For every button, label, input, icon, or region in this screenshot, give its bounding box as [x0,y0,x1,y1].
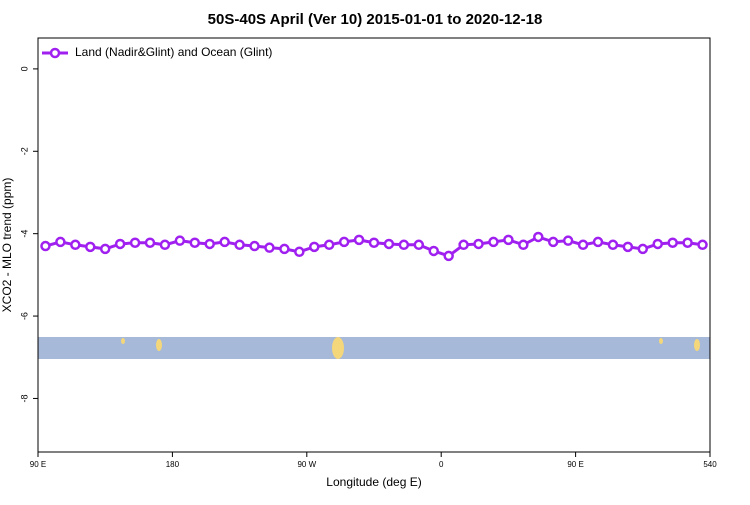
data-point [144,237,156,248]
data-point [338,236,350,248]
plot-frame [37,37,711,453]
data-point [174,235,186,246]
chart-title: 50S-40S April (Ver 10) 2015-01-01 to 202… [208,11,543,28]
data-point [114,238,126,250]
data-point [622,241,634,253]
data-point [398,239,410,251]
data-point [533,231,544,243]
data-point [85,241,96,253]
y-axis-label: XCO2 - MLO trend (ppm) [0,178,14,313]
x-axis-label: Longitude (deg E) [326,475,421,489]
data-point [697,239,708,251]
data-point [323,239,335,251]
data-point [503,234,514,246]
data-point [667,237,678,248]
data-point [473,238,484,250]
x-tick-label: 0 [439,460,444,469]
data-point [488,236,499,248]
data-point [70,239,81,251]
data-point [219,236,230,248]
x-tick-label: 90 E [30,460,46,469]
data-point [129,237,141,248]
y-tick-label: -4 [19,230,29,238]
data-point [592,236,604,248]
data-point [547,236,559,248]
data-point [204,238,215,250]
data-point [55,236,66,248]
data-point [368,237,380,248]
y-tick-label: -8 [19,394,29,402]
y-tick-label: 0 [19,66,29,71]
x-tick-label: 90 W [297,460,316,469]
data-point [294,246,305,258]
data-point [234,239,245,251]
data-point [458,239,469,251]
data-point [353,234,365,246]
data-point [264,242,275,253]
data-point [518,239,529,251]
data-point [99,243,111,255]
x-tick-label: 90 E [567,460,583,469]
data-point [577,239,589,251]
data-point [607,239,619,251]
y-tick-label: -2 [19,147,29,155]
x-tick-label: 540 [703,460,717,469]
data-point [159,239,171,251]
data-point [413,239,425,251]
data-point [40,240,51,252]
data-point [637,243,649,255]
data-point [309,241,320,253]
land-ocean-strip [38,337,710,359]
legend-label: Land (Nadir&Glint) and Ocean (Glint) [75,45,272,59]
data-point [443,250,454,262]
x-tick-label: 180 [166,460,180,469]
legend-marker [49,47,61,59]
data-point [682,237,693,248]
y-tick-label: -6 [19,312,29,320]
data-point [249,240,260,252]
data-point [383,238,395,250]
data-point [279,243,290,255]
data-point [189,237,201,248]
data-point [652,238,663,250]
data-point [562,235,574,246]
data-point [428,245,439,257]
